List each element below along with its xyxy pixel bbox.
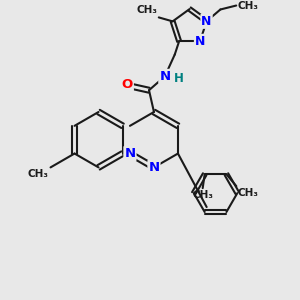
Text: CH₃: CH₃ [192, 190, 213, 200]
Text: N: N [148, 161, 160, 174]
Text: N: N [124, 147, 136, 160]
Text: CH₃: CH₃ [237, 1, 258, 10]
Text: N: N [201, 15, 212, 28]
Text: N: N [159, 70, 170, 83]
Text: N: N [195, 35, 205, 48]
Text: CH₃: CH₃ [237, 188, 258, 198]
Text: O: O [122, 78, 133, 91]
Text: H: H [174, 72, 184, 85]
Text: CH₃: CH₃ [28, 169, 49, 179]
Text: CH₃: CH₃ [137, 5, 158, 15]
